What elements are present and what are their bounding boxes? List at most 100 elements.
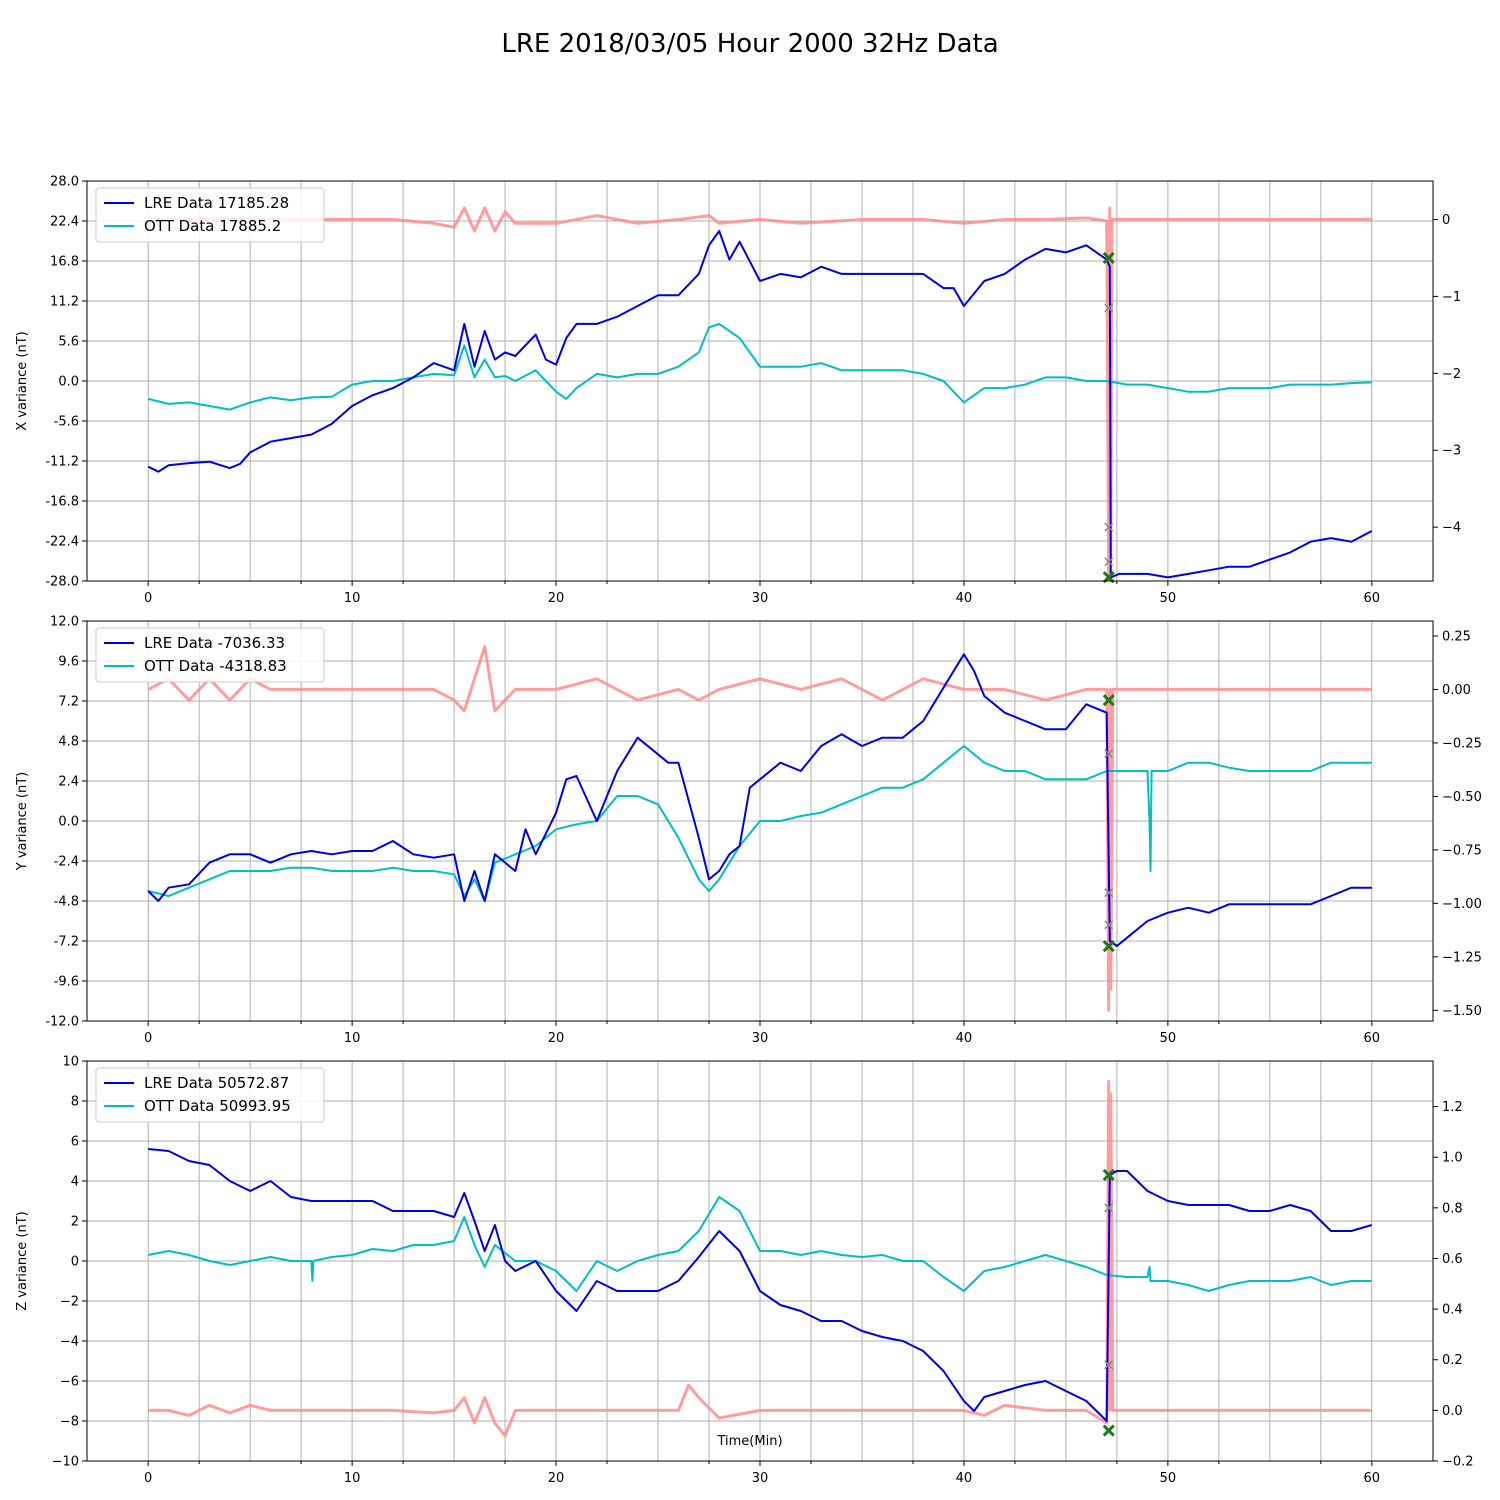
- y2-tick-label: 0: [1442, 213, 1450, 228]
- y2-tick-label: −1.50: [1442, 1004, 1482, 1019]
- x-tick-label: 20: [548, 591, 565, 606]
- legend-box: [95, 1067, 325, 1123]
- x-tick-label: 50: [1160, 1031, 1177, 1046]
- y2-tick-label: −1.25: [1442, 950, 1482, 965]
- series-ott: [148, 1196, 1372, 1292]
- series-group: [147, 645, 1372, 1012]
- x-tick-label: 50: [1160, 1471, 1177, 1486]
- marker-x: [1104, 888, 1114, 898]
- figure-title: LRE 2018/03/05 Hour 2000 32Hz Data: [501, 29, 998, 59]
- x-tick-label: 60: [1364, 1471, 1381, 1486]
- y-tick-label: -22.4: [45, 535, 79, 550]
- x-tick-label: 0: [144, 1471, 152, 1486]
- x-tick-label: 60: [1364, 591, 1381, 606]
- y2-tick-label: 0.6: [1442, 1252, 1463, 1267]
- y-tick-label: -4.8: [54, 895, 79, 910]
- marker-x: [1104, 522, 1114, 532]
- y-tick-label: 10: [62, 1055, 79, 1070]
- axes-frame: [86, 620, 1434, 1022]
- x-tick-label: 30: [752, 1471, 769, 1486]
- y2-tick-label: 1.0: [1442, 1151, 1463, 1166]
- y-tick-label: -12.0: [45, 1015, 79, 1030]
- marker-x: [1104, 1203, 1114, 1213]
- x-tick-label: 60: [1364, 1031, 1381, 1046]
- y-tick-label: −6: [60, 1375, 79, 1390]
- x-tick-label: 40: [956, 591, 973, 606]
- marker-x: [1102, 694, 1115, 707]
- y2-tick-label: −0.75: [1442, 843, 1482, 858]
- y2-tick-label: 0.25: [1442, 629, 1471, 644]
- marker-x: [1104, 920, 1114, 930]
- y2-tick-label: −0.50: [1442, 790, 1482, 805]
- y-tick-label: 6: [71, 1135, 79, 1150]
- y-tick-label: −10: [52, 1455, 79, 1470]
- y2-tick-label: 1.2: [1442, 1100, 1463, 1115]
- marker-x: [1102, 940, 1115, 953]
- y-tick-label: 22.4: [50, 215, 79, 230]
- legend-label: OTT Data -4318.83: [144, 657, 287, 675]
- y-axis-label: X variance (nT): [15, 331, 30, 430]
- legend-label: LRE Data 17185.28: [144, 194, 289, 212]
- series-difference: [147, 645, 1372, 1012]
- y2-tick-label: 0.8: [1442, 1201, 1463, 1216]
- x-tick-label: 40: [956, 1471, 973, 1486]
- x-tick-label: 30: [752, 591, 769, 606]
- y2-tick-label: −3: [1442, 444, 1461, 459]
- x-tick-label: 20: [548, 1031, 565, 1046]
- y2-tick-label: −0.2: [1442, 1455, 1474, 1470]
- marker-x: [1102, 1424, 1115, 1437]
- y-tick-label: 28.0: [50, 175, 79, 190]
- x-tick-label: 30: [752, 1031, 769, 1046]
- legend: LRE Data -7036.33 OTT Data -4318.83: [95, 627, 325, 683]
- y-tick-label: −2: [60, 1295, 79, 1310]
- series-group: [147, 206, 1373, 581]
- legend-label: LRE Data -7036.33: [144, 634, 285, 652]
- y-tick-label: 0.0: [58, 375, 79, 390]
- y-tick-label: 12.0: [50, 615, 79, 630]
- y2-tick-label: 0.0: [1442, 1404, 1463, 1419]
- legend: LRE Data 50572.87 OTT Data 50993.95: [95, 1067, 325, 1123]
- series-difference: [148, 1079, 1372, 1438]
- axes-frame: [86, 1060, 1434, 1462]
- y-tick-label: −4: [60, 1335, 79, 1350]
- y-tick-label: 5.6: [58, 335, 79, 350]
- y2-tick-label: −4: [1442, 521, 1461, 536]
- y-tick-label: 2: [71, 1215, 79, 1230]
- series-difference: [148, 206, 1372, 581]
- marker-x: [1102, 571, 1115, 584]
- y-tick-label: -11.2: [45, 455, 79, 470]
- marker-x: [1104, 303, 1114, 313]
- x-tick-label: 10: [344, 1471, 361, 1486]
- series-lre: [147, 230, 1373, 579]
- marker-x: [1102, 1168, 1115, 1181]
- legend-box: [95, 627, 325, 683]
- series-ott: [147, 322, 1372, 411]
- legend-label: OTT Data 17885.2: [144, 217, 281, 235]
- legend: LRE Data 17185.28 OTT Data 17885.2: [95, 187, 325, 243]
- y-tick-label: −8: [60, 1415, 79, 1430]
- x-tick-label: 20: [548, 1471, 565, 1486]
- series-ott: [147, 745, 1372, 902]
- panel-1: 28.0 22.4 16.8 11.2 5.6 0.0 -5.6 -11.2 -16.8 -22.…: [15, 175, 1461, 607]
- y-tick-label: 11.2: [50, 295, 79, 310]
- y-tick-label: 0.0: [58, 815, 79, 830]
- axes-frame: [86, 180, 1434, 582]
- panels: 28.022.416.811.25.60.0-5.6-11.2-16.8-22.…: [15, 175, 1482, 1487]
- y-tick-label: -9.6: [54, 975, 79, 990]
- y-tick-label: -7.2: [54, 935, 79, 950]
- y-tick-label: -2.4: [54, 855, 79, 870]
- legend-label: OTT Data 50993.95: [144, 1097, 291, 1115]
- y-tick-label: -28.0: [45, 575, 79, 590]
- y2-tick-label: −1.00: [1442, 897, 1482, 912]
- y-tick-label: 0: [71, 1255, 79, 1270]
- series-lre: [148, 1148, 1373, 1422]
- y-tick-label: -16.8: [45, 495, 79, 510]
- y-tick-label: 8: [71, 1095, 79, 1110]
- y2-tick-label: −0.25: [1442, 736, 1482, 751]
- y-tick-label: 7.2: [58, 695, 79, 710]
- y-tick-label: 16.8: [50, 255, 79, 270]
- x-tick-label: 40: [956, 1031, 973, 1046]
- x-tick-label: 10: [344, 1031, 361, 1046]
